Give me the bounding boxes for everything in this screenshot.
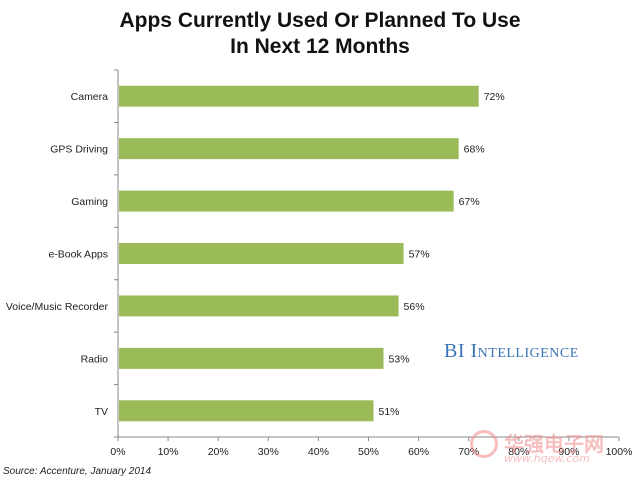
x-tick-label: 10%	[158, 446, 179, 458]
value-label: 67%	[459, 196, 480, 208]
chart-title-line-2: In Next 12 Months	[230, 35, 410, 58]
value-label: 57%	[409, 249, 430, 261]
bar	[119, 85, 479, 107]
bar	[119, 295, 399, 317]
value-label: 56%	[404, 301, 425, 313]
bar	[119, 190, 454, 212]
watermark: 华强电子网 www.hqew.com	[470, 428, 635, 468]
value-label: 51%	[379, 406, 400, 418]
x-tick-label: 60%	[408, 446, 429, 458]
value-label: 68%	[464, 144, 485, 156]
bi-intelligence-logo: BI Intelligence	[444, 340, 579, 363]
x-tick-label: 0%	[110, 446, 125, 458]
value-label: 53%	[389, 353, 410, 365]
brand-text: BI Intelligence	[444, 340, 579, 362]
category-label: Camera	[71, 91, 109, 103]
x-tick-label: 30%	[258, 446, 279, 458]
watermark-url: www.hqew.com	[504, 452, 590, 465]
category-label: Radio	[81, 353, 109, 365]
bar	[119, 243, 404, 264]
x-tick-label: 100%	[606, 446, 633, 458]
x-tick-label: 50%	[358, 446, 379, 458]
watermark-logo-icon	[470, 430, 498, 458]
x-tick-label: 90%	[558, 446, 579, 458]
category-label: e-Book Apps	[48, 249, 108, 261]
category-label: GPS Driving	[50, 144, 108, 156]
bar	[119, 138, 459, 160]
source-note: Source: Accenture, January 2014	[3, 466, 152, 477]
chart-title-line-1: Apps Currently Used Or Planned To Use	[119, 9, 521, 32]
x-tick-label: 20%	[208, 446, 229, 458]
chart-title: Apps Currently Used Or Planned To Use In…	[0, 8, 640, 60]
watermark-text: 华强电子网	[504, 432, 604, 456]
x-tick-label: 80%	[508, 446, 529, 458]
category-label: TV	[95, 406, 108, 418]
bar	[119, 347, 384, 369]
category-label: Gaming	[71, 196, 108, 208]
x-tick-label: 40%	[308, 446, 329, 458]
value-label: 72%	[484, 91, 505, 103]
bar	[119, 400, 374, 422]
category-label: Voice/Music Recorder	[6, 301, 109, 313]
